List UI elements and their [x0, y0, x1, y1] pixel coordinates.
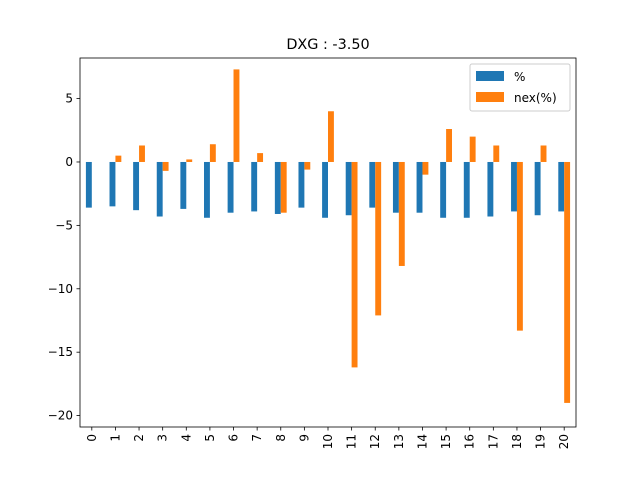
x-tick-label: 13 — [392, 434, 406, 449]
bar-pct-1 — [109, 161, 116, 207]
x-tick-label: 19 — [534, 434, 548, 449]
x-tick-label: 8 — [274, 434, 288, 442]
bar-pct-9 — [298, 161, 305, 208]
bar-nex-7 — [257, 153, 264, 162]
bar-pct-11 — [345, 161, 352, 216]
bar-nex-20 — [564, 161, 571, 403]
bar-nex-3 — [162, 161, 169, 171]
legend-swatch-nex — [476, 92, 504, 102]
x-tick-label: 11 — [345, 434, 359, 449]
bar-pct-10 — [322, 161, 328, 218]
bar-pct-5 — [204, 161, 210, 218]
x-tick-label: 9 — [297, 434, 311, 442]
bar-nex-8 — [280, 161, 287, 213]
x-tick-label: 10 — [321, 434, 335, 449]
bar-nex-15 — [446, 129, 452, 162]
bar-pct-8 — [274, 161, 281, 214]
y-axis: 5 0 −5 −10 −15 −20 — [48, 92, 80, 423]
bar-nex-13 — [398, 161, 405, 266]
x-tick-label: 6 — [227, 434, 241, 442]
bar-pct-19 — [534, 161, 541, 216]
bar-nex-1 — [115, 155, 122, 162]
bar-nex-12 — [375, 161, 382, 316]
bar-pct-4 — [180, 161, 187, 209]
x-tick-label: 14 — [415, 434, 429, 449]
bar-pct-20 — [558, 161, 565, 212]
legend-label: % — [514, 70, 525, 84]
bar-nex-11 — [351, 161, 358, 368]
bar-pct-12 — [369, 161, 376, 208]
x-tick-label: 20 — [557, 434, 571, 449]
y-tick-label: −15 — [48, 345, 73, 359]
y-tick-label: 5 — [65, 92, 73, 106]
y-tick-label: −10 — [48, 282, 73, 296]
x-tick-label: 0 — [85, 434, 99, 442]
plot-frame — [79, 57, 577, 428]
x-tick-label: 2 — [132, 434, 146, 442]
bar-nex-17 — [493, 145, 500, 162]
x-tick-label: 7 — [250, 434, 264, 442]
bar-nex-16 — [469, 136, 476, 162]
x-tick-label: 3 — [156, 434, 170, 442]
x-tick-label: 17 — [486, 434, 500, 449]
legend-swatch-pct — [476, 71, 504, 81]
x-tick-label: 18 — [510, 434, 524, 449]
legend: % nex(%) — [469, 63, 571, 112]
bar-nex-19 — [540, 145, 547, 162]
x-tick-label: 16 — [463, 434, 477, 449]
chart-title: DXG : -3.50 — [286, 37, 369, 53]
x-tick-label: 4 — [179, 434, 193, 442]
x-tick-label: 5 — [203, 434, 217, 442]
bar-pct-14 — [416, 161, 423, 213]
x-axis: 0 1 2 3 4 5 6 7 8 9 10 11 12 13 14 15 16 17 18 19 20 — [85, 427, 571, 449]
bar-nex-4 — [186, 159, 193, 162]
bar-pct-17 — [487, 161, 494, 217]
bar-pct-15 — [440, 161, 447, 218]
bar-nex-18 — [516, 161, 523, 331]
bar-pct-0 — [85, 161, 92, 208]
bar-pct-13 — [392, 161, 399, 213]
bars-group — [85, 69, 571, 403]
bar-nex-5 — [209, 144, 216, 162]
bar-pct-2 — [133, 161, 140, 211]
bar-nex-9 — [304, 161, 311, 170]
bar-nex-2 — [139, 145, 145, 162]
y-tick-label: −5 — [55, 218, 73, 232]
bar-nex-10 — [328, 111, 334, 162]
legend-label: nex(%) — [514, 91, 557, 105]
bar-nex-14 — [422, 161, 429, 175]
bar-pct-3 — [156, 161, 163, 217]
y-tick-label: −20 — [48, 409, 73, 423]
bar-pct-18 — [511, 161, 517, 212]
y-tick-label: 0 — [65, 155, 73, 169]
bar-nex-6 — [233, 69, 240, 162]
bar-pct-7 — [251, 161, 258, 212]
bar-pct-6 — [227, 161, 234, 213]
x-tick-label: 12 — [368, 434, 382, 449]
x-tick-label: 15 — [439, 434, 453, 449]
x-tick-label: 1 — [108, 434, 122, 442]
bar-pct-16 — [463, 161, 470, 218]
